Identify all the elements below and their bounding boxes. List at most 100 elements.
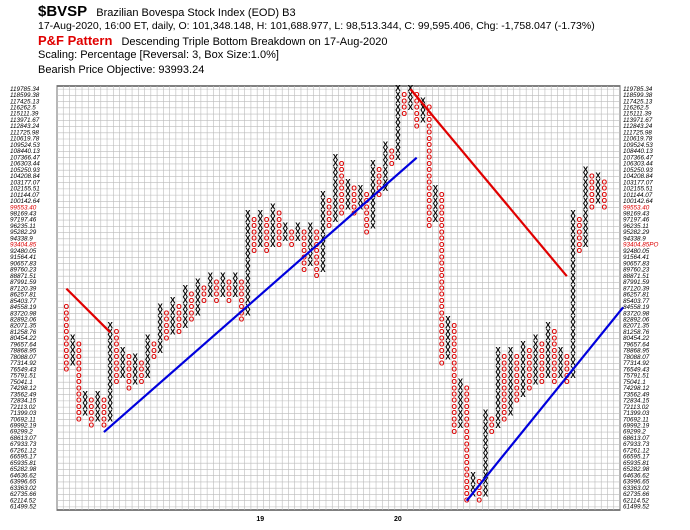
pnf-box: O: [464, 385, 470, 392]
y-tick-label-left: 63363.02: [10, 485, 37, 492]
pnf-box: X: [133, 371, 139, 380]
pnf-box: O: [239, 292, 245, 299]
pnf-box: O: [577, 229, 583, 236]
y-tick-label-right: 69992.19: [623, 422, 650, 429]
pnf-box: X: [545, 371, 551, 380]
y-tick-label-left: 101144.07: [10, 192, 40, 199]
pnf-box: X: [220, 290, 226, 299]
pnf-box: X: [420, 109, 426, 118]
pnf-box: O: [239, 317, 245, 324]
pnf-box: O: [589, 186, 595, 193]
pnf-box: O: [527, 354, 533, 361]
pnf-box: O: [589, 179, 595, 186]
pnf-box: O: [351, 204, 357, 211]
pnf-box: O: [301, 248, 307, 255]
pnf-box: O: [64, 367, 70, 374]
pnf-box: X: [82, 408, 88, 417]
pnf-box: X: [283, 228, 289, 237]
pnf-box: X: [533, 365, 539, 374]
y-tick-label-right: 78088.07: [623, 354, 650, 361]
pnf-box: O: [426, 130, 432, 137]
pnf-box: O: [189, 317, 195, 324]
y-tick-label-left: 86257.81: [10, 292, 36, 299]
pnf-box: O: [439, 317, 445, 324]
y-tick-label-right: 63363.02: [623, 485, 650, 492]
pnf-box: X: [170, 321, 176, 330]
pnf-box: O: [164, 329, 170, 336]
pnf-box: X: [345, 203, 351, 212]
symbol: $BVSP: [38, 3, 88, 20]
pnf-box: X: [120, 371, 126, 380]
pnf-box: X: [595, 178, 601, 187]
y-tick-label-right: 73562.49: [623, 391, 650, 398]
pnf-box: X: [458, 390, 464, 399]
pnf-box: O: [414, 98, 420, 105]
pnf-box: O: [439, 360, 445, 367]
y-tick-label-right: 109524.53: [623, 142, 653, 149]
pnf-box: X: [395, 103, 401, 112]
pnf-box: X: [270, 221, 276, 230]
y-tick-label-right: 72113.02: [623, 404, 649, 411]
pnf-box: X: [395, 84, 401, 93]
pnf-box: O: [602, 198, 608, 205]
pnf-box: X: [483, 452, 489, 461]
pnf-box: O: [176, 317, 182, 324]
pnf-box: O: [502, 367, 508, 374]
pnf-box: X: [345, 196, 351, 205]
y-tick-label-right: 78868.95: [623, 348, 650, 355]
pnf-box: O: [439, 285, 445, 292]
pnf-box: X: [270, 209, 276, 218]
pnf-box: X: [370, 209, 376, 218]
pnf-box: X: [533, 352, 539, 361]
pnf-box: X: [158, 321, 164, 330]
pnf-box: O: [452, 410, 458, 417]
pnf-box: O: [101, 410, 107, 417]
pnf-box: X: [320, 221, 326, 230]
pnf-box: X: [570, 346, 576, 355]
pnf-box: X: [508, 346, 514, 355]
pnf-box: O: [564, 379, 570, 386]
trend-line: [65, 287, 111, 334]
pnf-box: X: [183, 315, 189, 324]
y-tick-label-right: 110619.78: [623, 136, 653, 143]
pnf-box: X: [545, 327, 551, 336]
pnf-box: X: [433, 184, 439, 193]
pnf-box: O: [326, 198, 332, 205]
pnf-box: O: [426, 217, 432, 224]
y-tick-label-right: 98169.43: [623, 210, 650, 217]
pnf-box: X: [220, 278, 226, 287]
pnf-box: X: [495, 377, 501, 386]
pnf-box: X: [145, 340, 151, 349]
pnf-box: O: [439, 254, 445, 261]
pnf-box: X: [70, 352, 76, 361]
pnf-box: X: [320, 265, 326, 274]
y-tick-label-left: 64636.62: [10, 472, 37, 479]
pnf-box: X: [295, 228, 301, 237]
pnf-box: O: [89, 398, 95, 405]
pnf-box: O: [114, 354, 120, 361]
y-tick-label-right: 75791.51: [623, 373, 649, 380]
pnf-box: X: [495, 390, 501, 399]
pnf-box: O: [401, 92, 407, 99]
pnf-box: O: [89, 423, 95, 430]
pnf-box: X: [108, 346, 114, 355]
y-tick-label-left: 62735.66: [10, 491, 37, 498]
pnf-box: X: [183, 296, 189, 305]
pnf-box: O: [514, 379, 520, 386]
pnf-box: X: [445, 321, 451, 330]
pnf-box: O: [502, 410, 508, 417]
pnf-box: O: [439, 292, 445, 299]
y-tick-label-left: 61499.52: [10, 504, 37, 511]
pnf-box: O: [527, 367, 533, 374]
pnf-box: X: [570, 253, 576, 262]
pnf-box: X: [183, 284, 189, 293]
pnf-box: O: [452, 429, 458, 436]
pnf-box: X: [170, 315, 176, 324]
